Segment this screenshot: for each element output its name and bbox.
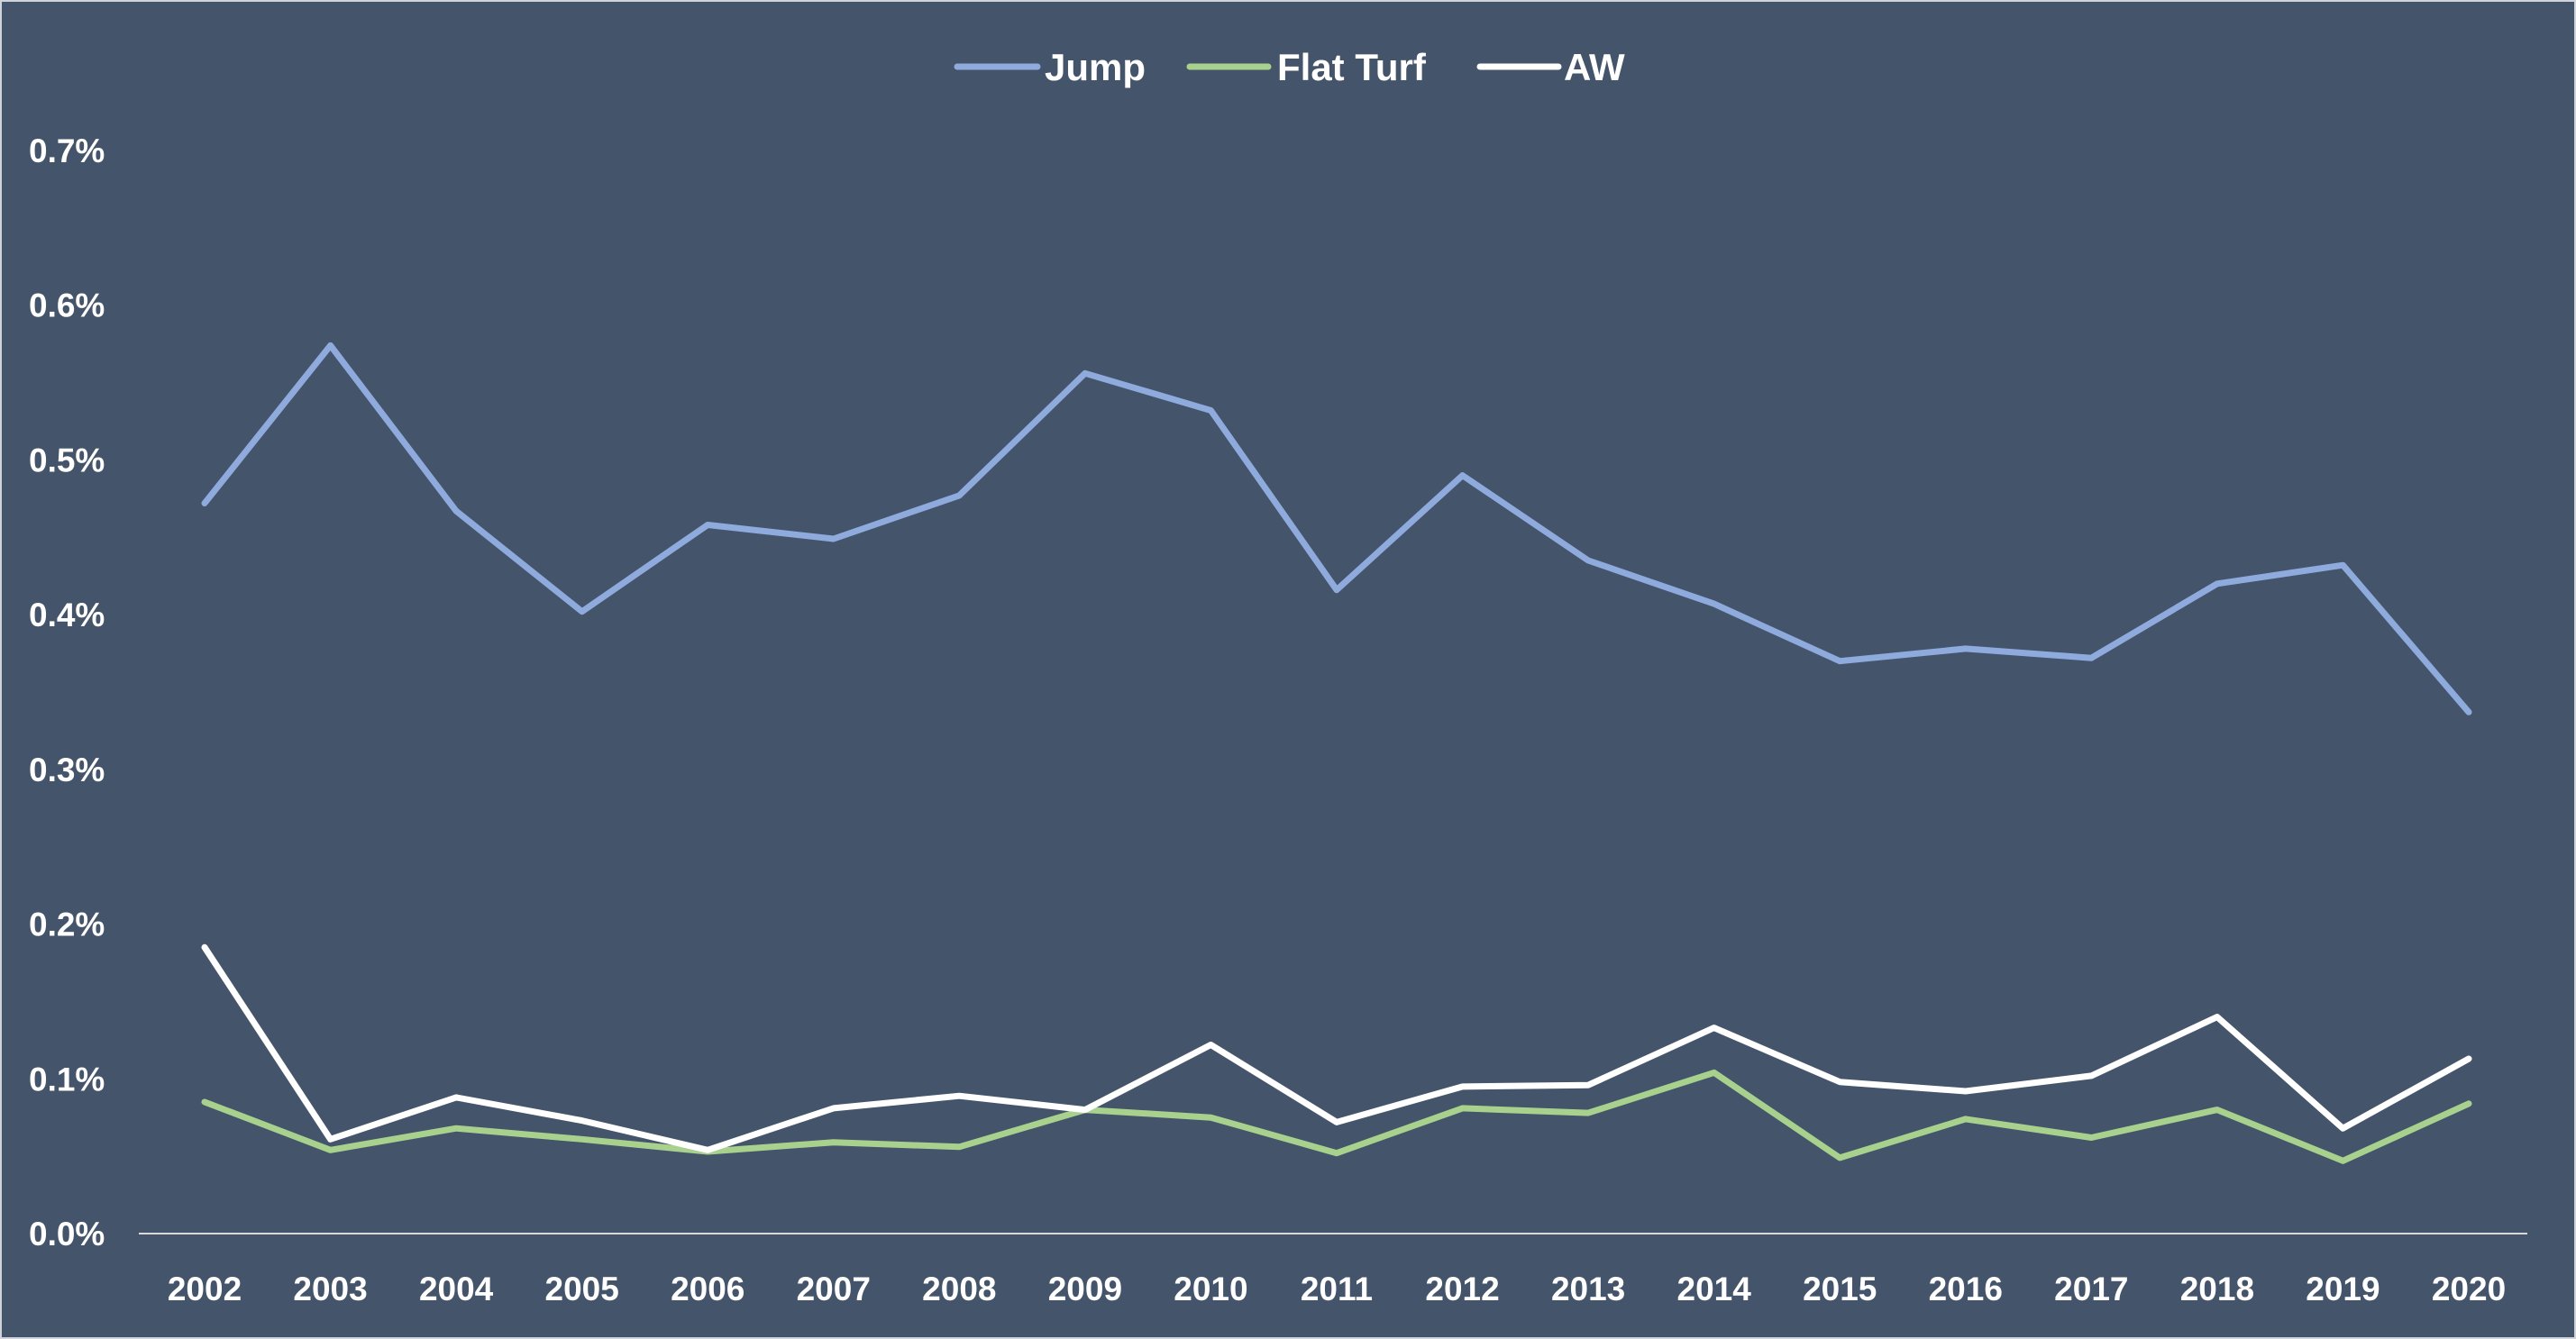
series-line-jump: [201, 342, 2472, 715]
series-line-aw: [201, 943, 2472, 1153]
axes: 0.0% 0.1% 0.2% 0.3% 0.4% 0.5% 0.6% 0.7% 2002 2003…: [29, 132, 2527, 1307]
y-tick-label: 0.1%: [29, 1061, 105, 1098]
x-tick-label: 2012: [1425, 1271, 1499, 1307]
legend-label-jump: Jump: [1045, 46, 1146, 88]
series-line-flat-turf: [201, 1069, 2472, 1164]
legend: Jump Flat Turf AW: [954, 46, 1625, 88]
x-tick-label: 2019: [2306, 1271, 2380, 1307]
y-tick-label: 0.3%: [29, 751, 105, 788]
x-tick-label: 2003: [293, 1271, 367, 1307]
x-tick-label: 2009: [1048, 1271, 1122, 1307]
y-tick-label: 0.5%: [29, 442, 105, 478]
x-tick-label: 2004: [419, 1271, 494, 1307]
x-tick-label: 2018: [2180, 1271, 2254, 1307]
y-tick-label: 0.4%: [29, 597, 105, 633]
x-tick-label: 2006: [671, 1271, 744, 1307]
x-tick-label: 2014: [1677, 1271, 1752, 1307]
legend-label-flat-turf: Flat Turf: [1277, 46, 1427, 88]
x-tick-label: 2007: [797, 1271, 871, 1307]
x-tick-label: 2015: [1803, 1271, 1877, 1307]
x-tick-label: 2005: [545, 1271, 619, 1307]
y-tick-label: 0.7%: [29, 132, 105, 169]
x-tick-label: 2010: [1174, 1271, 1247, 1307]
x-tick-label: 2008: [922, 1271, 996, 1307]
legend-label-aw: AW: [1564, 46, 1625, 88]
x-tick-label: 2013: [1551, 1271, 1625, 1307]
x-tick-label: 2020: [2432, 1271, 2506, 1307]
y-tick-label: 0.2%: [29, 906, 105, 943]
x-tick-label: 2016: [1929, 1271, 2003, 1307]
x-tick-label: 2017: [2054, 1271, 2128, 1307]
y-tick-label: 0.6%: [29, 287, 105, 324]
series-lines: [201, 342, 2472, 1164]
x-tick-label: 2011: [1301, 1271, 1373, 1307]
y-tick-label: 0.0%: [29, 1216, 105, 1252]
x-tick-label: 2002: [168, 1271, 242, 1307]
